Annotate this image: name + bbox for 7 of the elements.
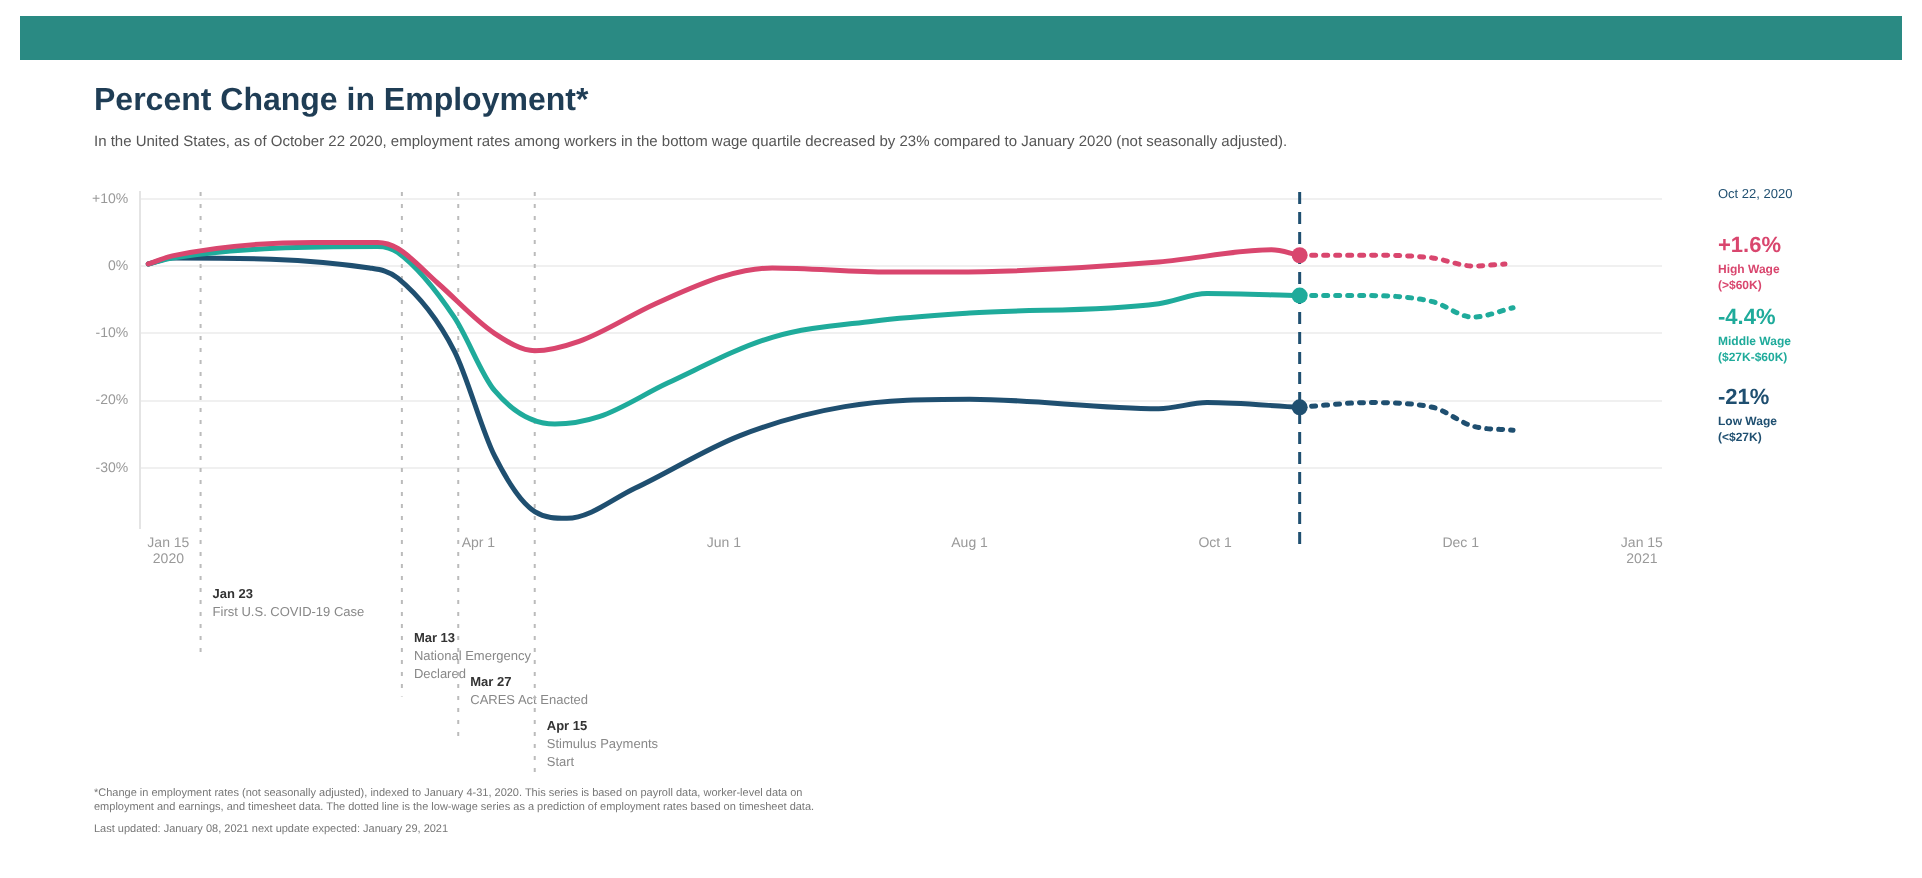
text: -21%	[1718, 386, 1770, 411]
point	[1291, 247, 1308, 264]
point	[1291, 287, 1308, 304]
chart-title: Percent Change in Employment*	[94, 84, 589, 120]
text: -4.4%	[1718, 306, 1776, 331]
text: +1.6%	[1718, 234, 1782, 259]
point	[1291, 399, 1308, 416]
